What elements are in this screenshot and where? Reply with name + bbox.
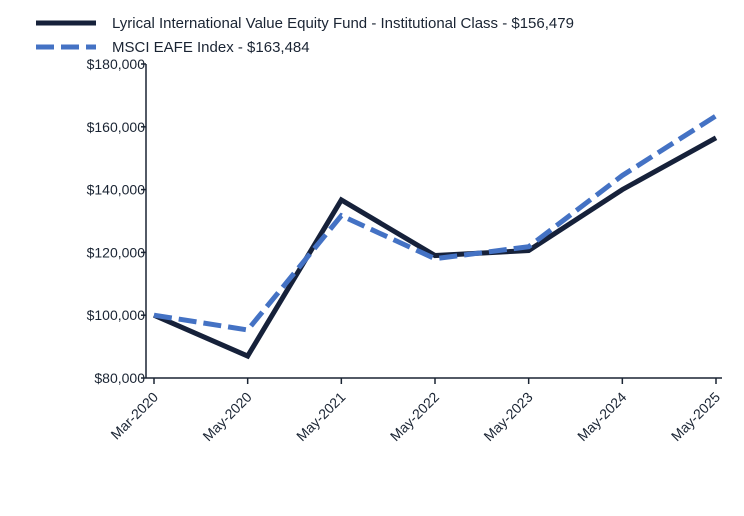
- x-tick-label: May-2025: [668, 389, 723, 444]
- y-tick-label: $140,000: [87, 182, 146, 198]
- x-tick-label: May-2022: [387, 389, 442, 444]
- x-tick-label: May-2023: [480, 389, 535, 444]
- y-tick-label: $80,000: [94, 370, 145, 386]
- x-tick-label: May-2020: [199, 389, 254, 444]
- y-tick-label: $100,000: [87, 307, 146, 323]
- axes: $80,000 $100,000 $120,000 $140,000 $160,000 $…: [87, 56, 724, 444]
- y-tick-label: $120,000: [87, 244, 146, 260]
- series-line-fund: [153, 135, 718, 360]
- y-tick-label: $180,000: [87, 56, 146, 72]
- series-lines: [153, 113, 718, 360]
- legend-label: MSCI EAFE Index - $163,484: [112, 39, 310, 56]
- x-tick-label: May-2024: [574, 389, 629, 444]
- legend-label: Lyrical International Value Equity Fund …: [112, 15, 574, 32]
- series-line-index: [153, 113, 718, 333]
- x-tick-label: May-2021: [293, 389, 348, 444]
- legend: Lyrical International Value Equity Fund …: [36, 15, 574, 56]
- y-tick-label: $160,000: [87, 119, 146, 135]
- x-tick-label: Mar-2020: [107, 389, 161, 443]
